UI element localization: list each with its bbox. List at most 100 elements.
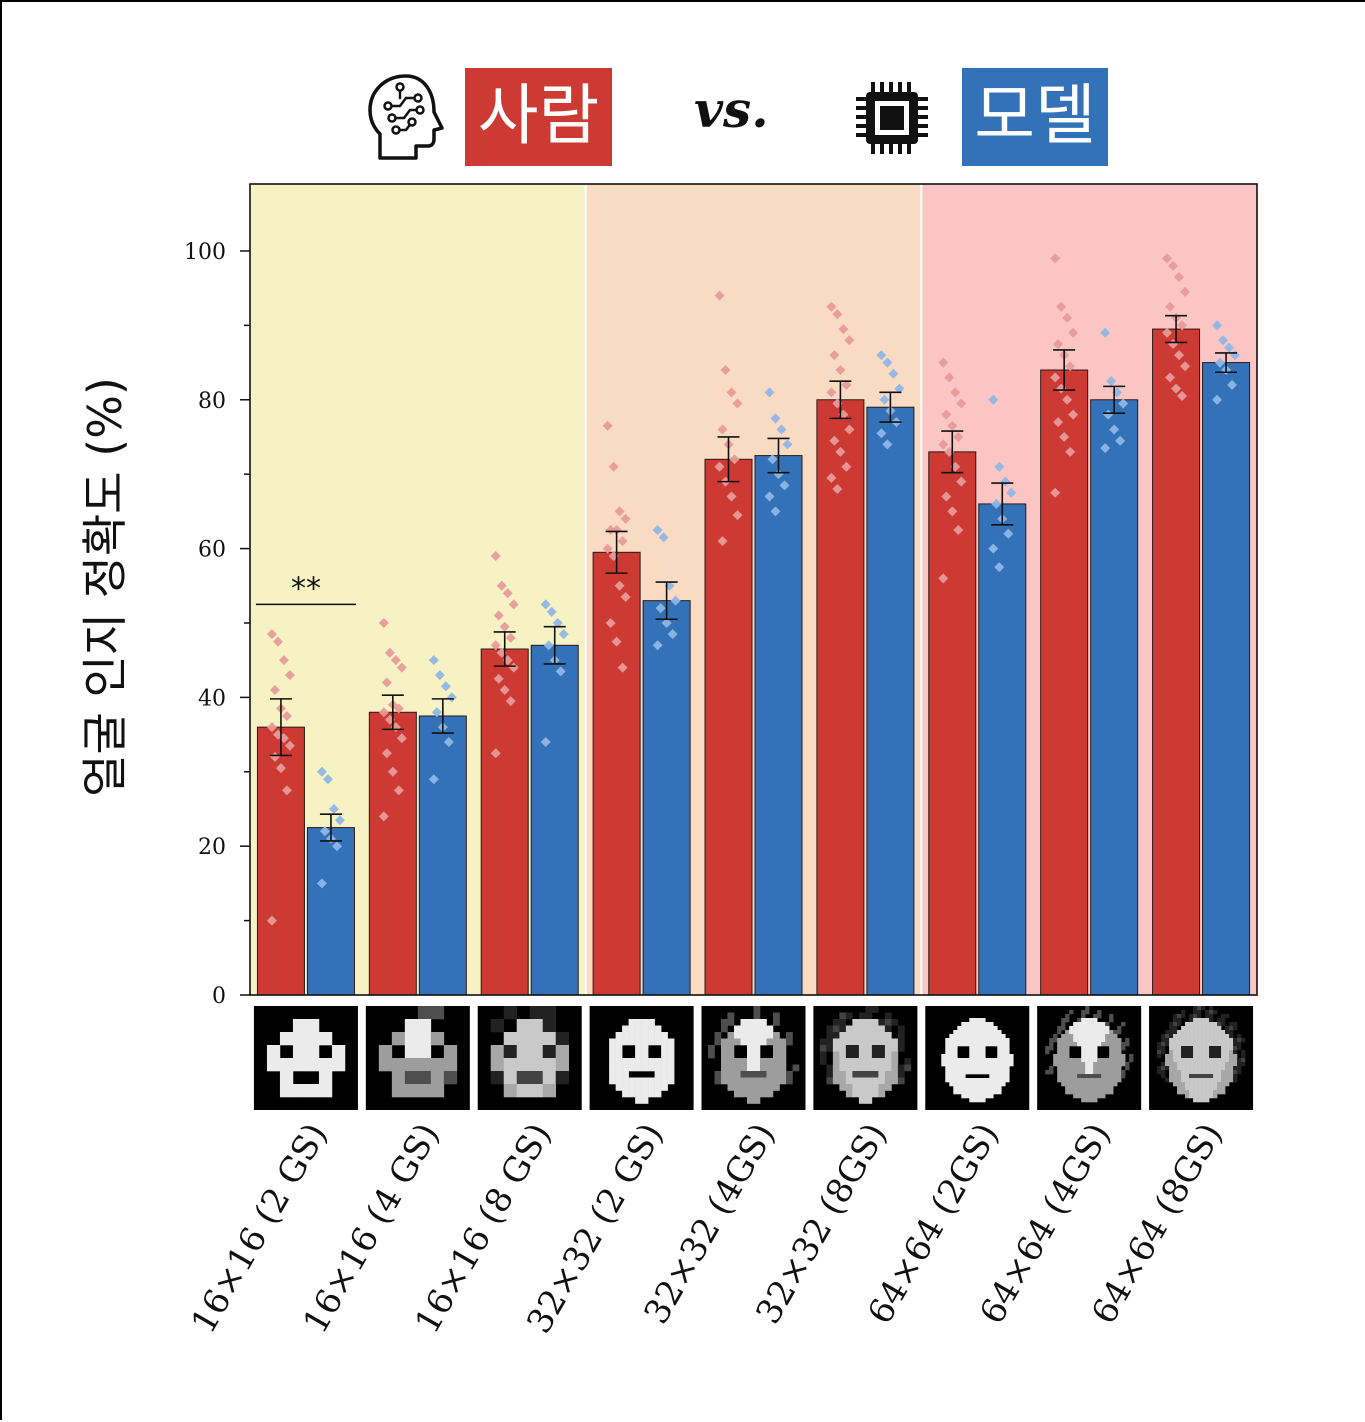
thumbnail-pixel (1101, 1086, 1106, 1091)
thumbnail-pixel (747, 1064, 754, 1072)
thumbnail-pixel (766, 1090, 774, 1098)
thumbnail-pixel (753, 1084, 761, 1091)
thumbnail-pixel (1209, 1078, 1214, 1083)
thumbnail-pixel (1209, 1062, 1214, 1067)
thumbnail-pixel (779, 1051, 787, 1059)
thumbnail-pixel (628, 1025, 636, 1033)
thumbnail-pixel (852, 1071, 860, 1078)
data-point (266, 629, 277, 640)
thumbnail-pixel (1069, 1074, 1074, 1079)
thumbnail-pixel (1209, 1026, 1214, 1031)
thumbnail-pixel (1169, 1030, 1174, 1035)
data-point (782, 439, 793, 450)
thumbnail-pixel (1005, 1062, 1010, 1067)
thumbnail-pixel (1189, 1082, 1194, 1087)
thumbnail-pixel (969, 1042, 974, 1047)
thumbnail-pixel (858, 1025, 866, 1033)
thumbnail-pixel (1057, 1058, 1062, 1063)
thumbnail-pixel (1081, 1018, 1086, 1023)
thumbnail-pixel (878, 1064, 886, 1072)
thumbnail-pixel (884, 1032, 892, 1039)
thumbnail-pixel (654, 1064, 662, 1072)
thumbnail-pixel (1057, 1042, 1062, 1047)
thumbnail-pixel (1085, 1066, 1090, 1071)
thumbnail-pixel (1121, 1058, 1126, 1063)
data-point (1168, 260, 1179, 271)
thumbnail-pixel (969, 1070, 974, 1075)
thumbnail-pixel (969, 1018, 974, 1023)
bar-human (1040, 369, 1089, 996)
thumbnail-pixel (989, 1074, 994, 1079)
thumbnail-pixel (965, 1090, 970, 1095)
thumbnail-pixel (1113, 1050, 1118, 1055)
thumbnail-pixel (1097, 1034, 1102, 1039)
thumbnail-pixel (1173, 1042, 1178, 1047)
thumbnail-pixel (1193, 1062, 1198, 1067)
thumbnail-pixel (904, 1064, 912, 1072)
thumbnail-pixel (1197, 1042, 1202, 1047)
thumbnail-pixel (1185, 1078, 1190, 1083)
thumbnail-pixel (1185, 1042, 1190, 1047)
thumbnail-pixel (1217, 1082, 1222, 1087)
thumbnail-pixel (957, 1030, 962, 1035)
thumbnail-pixel (1121, 1042, 1126, 1047)
data-point (1227, 379, 1238, 390)
data-point (770, 506, 781, 517)
thumbnail-pixel (1113, 1054, 1118, 1059)
thumbnail-pixel (1113, 1074, 1118, 1079)
thumbnail-pixel (989, 1058, 994, 1063)
thumbnail-pixel (417, 1084, 432, 1098)
thumbnail-pixel (1089, 1042, 1094, 1047)
thumbnail-pixel (1101, 1042, 1106, 1047)
thumbnail-pixel (1217, 1042, 1222, 1047)
thumbnail-pixel (845, 1051, 853, 1059)
data-point (269, 684, 280, 695)
thumbnail-pixel (430, 1071, 445, 1085)
thumbnail-pixel (529, 1045, 544, 1059)
thumbnail-pixel (727, 1058, 735, 1065)
thumbnail-pixel (1221, 1050, 1226, 1055)
thumbnail-pixel (779, 1064, 787, 1072)
thumbnail-pixel (1073, 1030, 1078, 1035)
thumbnail-pixel (1181, 1078, 1186, 1083)
thumbnail-pixel (753, 1051, 761, 1059)
thumbnail-pixel (1221, 1030, 1226, 1035)
thumbnail-pixel (654, 1090, 662, 1098)
thumbnail-pixel (1205, 1094, 1210, 1099)
thumbnail-pixel (648, 1084, 655, 1091)
thumbnail-pixel (1077, 1086, 1082, 1091)
thumbnail-pixel (1161, 1062, 1166, 1067)
thumbnail-pixel (884, 1019, 892, 1026)
data-point (281, 785, 292, 796)
thumbnail-pixel (1233, 1038, 1238, 1043)
data-point (652, 524, 663, 535)
thumbnail-pixel (1157, 1046, 1162, 1051)
thumbnail-pixel (1093, 1054, 1098, 1059)
data-point (938, 439, 949, 450)
thumbnail-pixel (721, 1025, 728, 1033)
thumbnail-pixel (965, 1066, 970, 1071)
thumbnail-pixel (1229, 1046, 1234, 1051)
thumbnail-pixel (957, 1058, 962, 1063)
thumbnail-pixel (1233, 1062, 1238, 1067)
thumbnail-pixel (753, 1012, 761, 1020)
thumbnail-pixel (1073, 1058, 1078, 1063)
thumbnail-pixel (753, 1019, 761, 1026)
data-point (776, 424, 787, 435)
thumbnail-pixel (1241, 1058, 1246, 1063)
thumbnail-pixel (832, 1064, 840, 1072)
data-point (378, 617, 389, 628)
face-thumbnail (1149, 1006, 1254, 1110)
thumbnail-pixel (1189, 1078, 1194, 1083)
thumbnail-pixel (1097, 1094, 1102, 1099)
thumbnail-pixel (981, 1046, 986, 1051)
thumbnail-pixel (1121, 1054, 1126, 1059)
thumbnail-pixel (1005, 1038, 1010, 1043)
thumbnail-pixel (1205, 1030, 1210, 1035)
thumbnail-pixel (1221, 1046, 1226, 1051)
thumbnail-pixel (1081, 1034, 1086, 1039)
thumbnail-pixel (1097, 1014, 1102, 1019)
thumbnail-pixel (961, 1090, 966, 1095)
thumbnail-pixel (740, 1025, 748, 1033)
thumbnail-pixel (1205, 1018, 1210, 1023)
